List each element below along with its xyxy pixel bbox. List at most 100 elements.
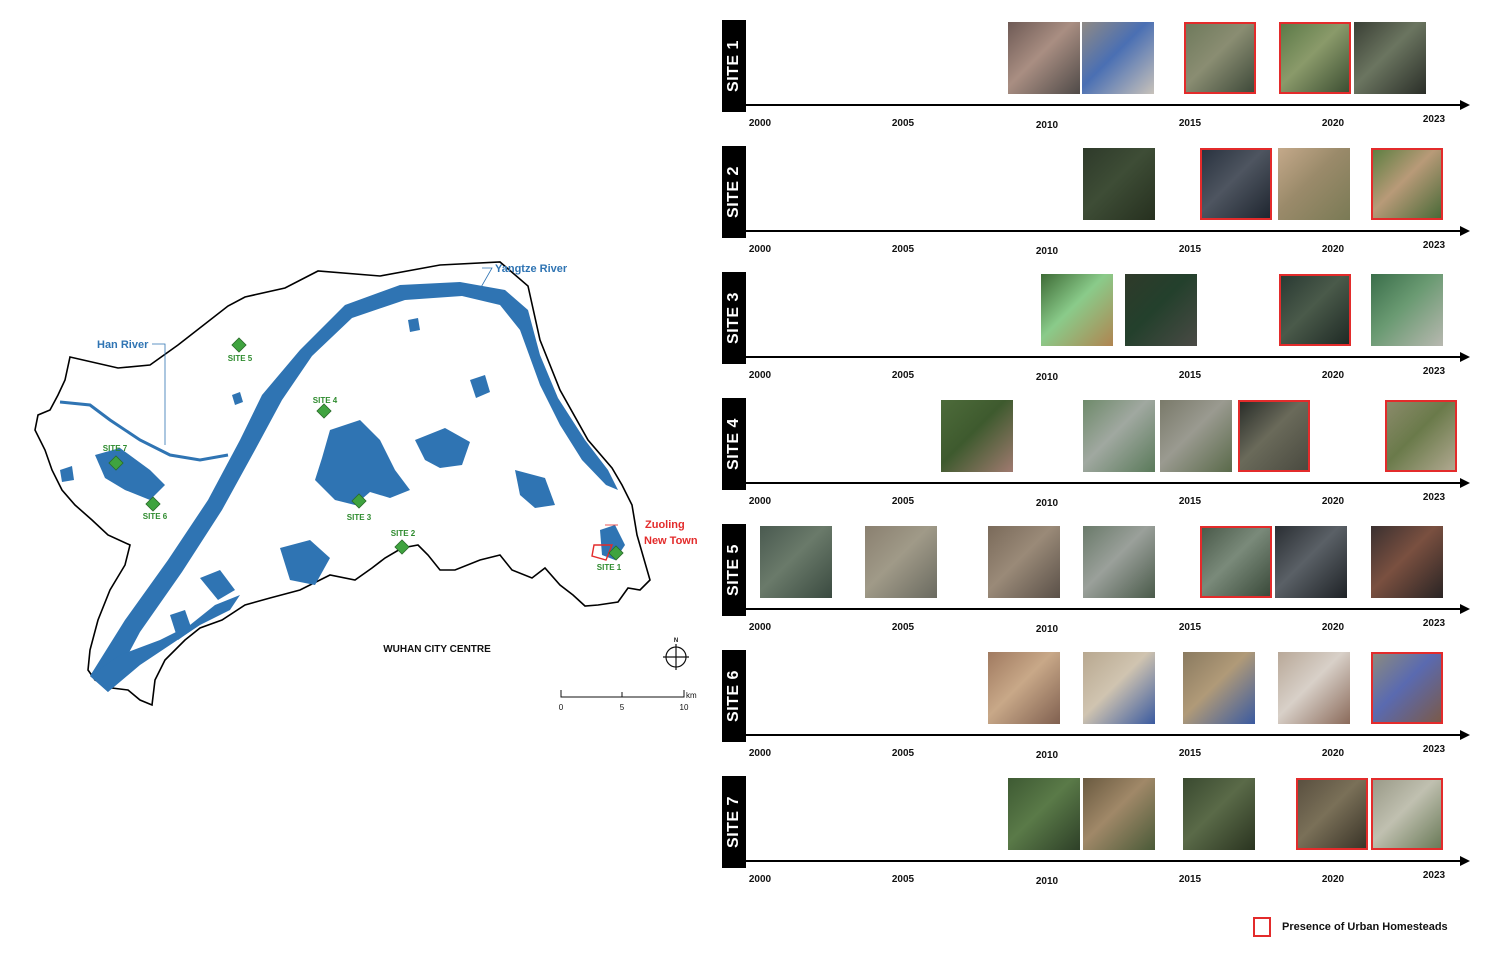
site-marker-label: SITE 1 bbox=[597, 563, 622, 572]
satellite-thumbnail-homestead[interactable] bbox=[1371, 652, 1443, 724]
satellite-thumbnail-homestead[interactable] bbox=[1385, 400, 1457, 472]
site-marker-label: SITE 3 bbox=[347, 513, 372, 522]
svg-text:10: 10 bbox=[680, 703, 689, 712]
svg-text:0: 0 bbox=[559, 703, 564, 712]
site-marker-3[interactable]: SITE 3 bbox=[347, 493, 372, 522]
satellite-thumbnail-homestead[interactable] bbox=[1371, 148, 1443, 220]
timeline-axis bbox=[746, 608, 1462, 610]
timeline-year-label: 2000 bbox=[748, 622, 772, 633]
zuoling-label-2: New Town bbox=[644, 535, 698, 547]
timeline-year-label: 2023 bbox=[1422, 744, 1446, 755]
satellite-thumbnail-homestead[interactable] bbox=[1296, 778, 1368, 850]
map-title: WUHAN CITY CENTRE bbox=[383, 644, 491, 655]
timeline-year-label: 2000 bbox=[748, 244, 772, 255]
satellite-thumbnail[interactable] bbox=[988, 526, 1060, 598]
timeline-arrow-icon bbox=[1460, 730, 1470, 740]
timeline-year-label: 2010 bbox=[1035, 876, 1059, 887]
satellite-thumbnail[interactable] bbox=[1083, 652, 1155, 724]
satellite-thumbnail[interactable] bbox=[1371, 526, 1443, 598]
site-marker-6[interactable]: SITE 6 bbox=[143, 496, 168, 521]
timeline-year-label: 2010 bbox=[1035, 624, 1059, 635]
timeline-year-label: 2023 bbox=[1422, 492, 1446, 503]
east-lake bbox=[315, 420, 410, 505]
site-tab: SITE 1 bbox=[722, 20, 746, 112]
satellite-thumbnail-homestead[interactable] bbox=[1238, 400, 1310, 472]
site-marker-1[interactable]: SITE 1 bbox=[597, 545, 624, 572]
timeline-year-label: 2020 bbox=[1321, 244, 1345, 255]
satellite-thumbnail[interactable] bbox=[1160, 400, 1232, 472]
timeline-year-label: 2000 bbox=[748, 370, 772, 381]
site-marker-label: SITE 5 bbox=[228, 354, 253, 363]
satellite-thumbnail[interactable] bbox=[760, 526, 832, 598]
satellite-thumbnail[interactable] bbox=[1354, 22, 1426, 94]
satellite-thumbnail[interactable] bbox=[1041, 274, 1113, 346]
timeline-year-label: 2005 bbox=[891, 118, 915, 129]
timeline-year-label: 2000 bbox=[748, 496, 772, 507]
timeline-year-label: 2020 bbox=[1321, 496, 1345, 507]
satellite-thumbnail[interactable] bbox=[1083, 778, 1155, 850]
timeline-year-label: 2010 bbox=[1035, 120, 1059, 131]
timeline-year-label: 2005 bbox=[891, 874, 915, 885]
satellite-thumbnail-homestead[interactable] bbox=[1371, 778, 1443, 850]
timeline-arrow-icon bbox=[1460, 226, 1470, 236]
site-tab-label: SITE 7 bbox=[725, 796, 742, 848]
satellite-thumbnail[interactable] bbox=[941, 400, 1013, 472]
timeline-year-label: 2010 bbox=[1035, 498, 1059, 509]
timeline-axis bbox=[746, 104, 1462, 106]
timeline-year-label: 2023 bbox=[1422, 870, 1446, 881]
timeline-year-label: 2005 bbox=[891, 748, 915, 759]
timeline-year-label: 2015 bbox=[1178, 370, 1202, 381]
timeline-row-site-5: SITE 5 2000 2005 2010 2015 2020 2023 bbox=[722, 524, 1472, 635]
timeline-row-site-6: SITE 6 2000 2005 2010 2015 2020 2023 bbox=[722, 650, 1472, 761]
site-tab-label: SITE 5 bbox=[725, 544, 742, 596]
timeline-year-label: 2023 bbox=[1422, 114, 1446, 125]
svg-text:km: km bbox=[686, 691, 697, 700]
satellite-thumbnail[interactable] bbox=[988, 652, 1060, 724]
timeline-year-label: 2010 bbox=[1035, 372, 1059, 383]
svg-text:5: 5 bbox=[620, 703, 625, 712]
satellite-thumbnail[interactable] bbox=[1008, 22, 1080, 94]
satellite-thumbnail[interactable] bbox=[1275, 526, 1347, 598]
site-marker-7[interactable]: SITE 7 bbox=[103, 444, 128, 471]
satellite-thumbnail[interactable] bbox=[1183, 778, 1255, 850]
timeline-axis bbox=[746, 734, 1462, 736]
homestead-legend-swatch bbox=[1253, 917, 1271, 937]
timeline-year-label: 2000 bbox=[748, 874, 772, 885]
satellite-thumbnail[interactable] bbox=[1083, 148, 1155, 220]
site-marker-label: SITE 2 bbox=[391, 529, 416, 538]
timeline-year-label: 2023 bbox=[1422, 240, 1446, 251]
site-marker-2[interactable]: SITE 2 bbox=[391, 529, 416, 555]
timeline-row-site-3: SITE 3 2000 2005 2010 2015 2020 2023 bbox=[722, 272, 1472, 383]
wuhan-map: Yangtze River Han River Zuoling New Town… bbox=[34, 261, 698, 712]
satellite-thumbnail-homestead[interactable] bbox=[1200, 148, 1272, 220]
satellite-thumbnail[interactable] bbox=[1082, 22, 1154, 94]
satellite-thumbnail-homestead[interactable] bbox=[1279, 274, 1351, 346]
satellite-thumbnail[interactable] bbox=[1008, 778, 1080, 850]
site-marker-4[interactable]: SITE 4 bbox=[313, 396, 338, 419]
satellite-thumbnail[interactable] bbox=[1083, 526, 1155, 598]
site-tab-label: SITE 2 bbox=[725, 166, 742, 218]
satellite-thumbnail[interactable] bbox=[1278, 652, 1350, 724]
satellite-thumbnail-homestead[interactable] bbox=[1184, 22, 1256, 94]
satellite-thumbnail[interactable] bbox=[1371, 274, 1443, 346]
satellite-thumbnail-homestead[interactable] bbox=[1279, 22, 1351, 94]
site-tab: SITE 7 bbox=[722, 776, 746, 868]
north-arrow-icon: N bbox=[663, 638, 689, 670]
satellite-thumbnail[interactable] bbox=[1125, 274, 1197, 346]
timeline-year-label: 2020 bbox=[1321, 118, 1345, 129]
timeline-row-site-2: SITE 2 2000 2005 2010 2015 2020 2023 bbox=[722, 146, 1472, 257]
satellite-thumbnail[interactable] bbox=[1083, 400, 1155, 472]
yangtze-river-label: Yangtze River bbox=[495, 263, 568, 275]
satellite-thumbnail-homestead[interactable] bbox=[1200, 526, 1272, 598]
timeline-year-label: 2015 bbox=[1178, 118, 1202, 129]
satellite-thumbnail[interactable] bbox=[865, 526, 937, 598]
site-tab: SITE 4 bbox=[722, 398, 746, 490]
zuoling-label-1: Zuoling bbox=[645, 519, 685, 531]
timeline-axis bbox=[746, 482, 1462, 484]
satellite-thumbnail[interactable] bbox=[1278, 148, 1350, 220]
site-tab: SITE 2 bbox=[722, 146, 746, 238]
satellite-thumbnail[interactable] bbox=[1183, 652, 1255, 724]
site-marker-5[interactable]: SITE 5 bbox=[228, 337, 253, 363]
site-marker-label: SITE 7 bbox=[103, 444, 128, 453]
timeline-axis bbox=[746, 230, 1462, 232]
